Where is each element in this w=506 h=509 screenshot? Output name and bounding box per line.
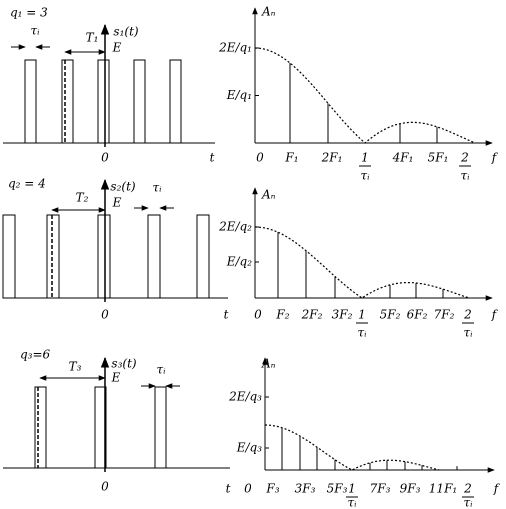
label: E [112, 196, 122, 210]
label: 7F₂ [434, 308, 455, 322]
label: f [493, 482, 501, 496]
label: F₃ [265, 482, 279, 496]
label: q₁ = 3 [10, 6, 48, 20]
label: E/q₃ [236, 441, 262, 455]
label: E/q₁ [226, 88, 252, 102]
label: τᵢ [152, 181, 162, 195]
label: F₁ [284, 151, 298, 165]
label: 1 [361, 151, 369, 165]
pulse [196, 214, 210, 299]
label: s₁(t) [113, 25, 138, 39]
label: 2E/q₂ [218, 220, 252, 234]
label: s₂(t) [110, 180, 135, 194]
label: 9F₃ [400, 482, 421, 496]
label: τᵢ [347, 496, 357, 509]
pulse [46, 214, 60, 299]
label: f [491, 151, 499, 165]
label: T₃ [69, 360, 82, 374]
label: q₂ = 4 [8, 177, 46, 191]
envelope [265, 424, 440, 471]
label: 11F₁ [429, 482, 457, 496]
label: 7F₃ [370, 482, 391, 496]
label: τᵢ [460, 169, 470, 183]
label: 5F₃ [327, 482, 348, 496]
label: T₂ [76, 191, 89, 205]
label: t [224, 308, 229, 322]
label: 2 [463, 308, 472, 322]
label: τᵢ [360, 169, 370, 183]
label: q₃=6 [20, 348, 51, 362]
label: τᵢ [156, 363, 166, 377]
label: s₃(t) [111, 357, 136, 371]
label: 2 [460, 151, 469, 165]
label: τᵢ [30, 24, 40, 38]
label: t [210, 151, 215, 165]
pulse [147, 214, 161, 299]
label: Aₙ [261, 357, 276, 371]
pulse [61, 59, 74, 144]
label: 0 [101, 151, 109, 165]
label: t [226, 482, 231, 496]
label: 0 [254, 308, 262, 322]
label: 5F₂ [380, 308, 401, 322]
pulse [97, 59, 110, 144]
envelope [255, 226, 470, 299]
label: 2E/q₃ [228, 390, 262, 404]
label: 1 [358, 308, 366, 322]
label: Aₙ [261, 188, 276, 202]
label: 2 [463, 482, 472, 496]
envelope [255, 47, 476, 144]
label: 6F₂ [407, 308, 428, 322]
pulse [97, 214, 111, 299]
label: 4F₁ [392, 151, 414, 165]
pulse [34, 386, 47, 469]
label: E/q₂ [226, 255, 252, 269]
label: 2F₂ [301, 308, 323, 322]
label: T₁ [86, 31, 99, 45]
label: 0 [256, 151, 264, 165]
label: 2F₁ [321, 151, 343, 165]
label: 0 [244, 482, 252, 496]
label: 2E/q₁ [218, 41, 252, 55]
pulse [169, 59, 182, 144]
label: 3F₂ [332, 308, 353, 322]
pulse [2, 214, 16, 299]
pulse [133, 59, 146, 144]
label: E [112, 41, 122, 55]
label: 3F₃ [295, 482, 316, 496]
label: 5F₁ [428, 151, 449, 165]
label: 0 [101, 480, 109, 494]
pulse [24, 59, 37, 144]
label: Aₙ [261, 5, 276, 19]
label: f [491, 308, 499, 322]
label: 0 [101, 308, 109, 322]
label: τᵢ [357, 326, 367, 340]
label: τᵢ [463, 496, 473, 509]
pulse [94, 386, 107, 469]
label: F₂ [275, 308, 289, 322]
pulse [154, 386, 167, 469]
label: 1 [348, 482, 356, 496]
label: E [111, 371, 121, 385]
label: τᵢ [463, 326, 473, 340]
